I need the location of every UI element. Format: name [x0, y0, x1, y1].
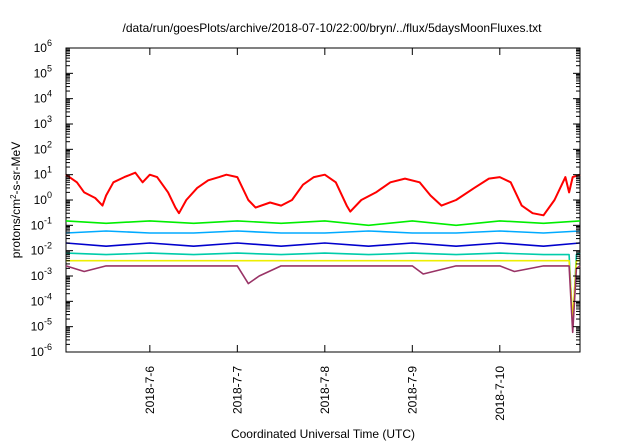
y-tick-label: 102: [34, 139, 52, 156]
y-axis: 10-6 10-5 10-4 10-3 10-2 10-1 100 101 102 103 104 1…: [31, 38, 580, 359]
y-tick-label: 10-4: [31, 291, 52, 308]
y-tick-label: 100: [34, 190, 52, 207]
y-tick-label: 10-6: [31, 342, 52, 359]
series-line-2: [65, 230, 581, 234]
plot-frame: [65, 47, 581, 353]
series-line-0: [65, 171, 581, 217]
series-line-4: [65, 252, 581, 328]
chart-title: /data/run/goesPlots/archive/2018-07-10/2…: [123, 21, 543, 35]
x-tick-label: 2018-7-10: [493, 366, 507, 421]
y-tick-label: 10-1: [31, 215, 52, 232]
series-layer: [65, 171, 581, 334]
x-tick-label: 2018-7-6: [143, 366, 157, 414]
series-line-1: [65, 220, 581, 227]
y-tick-label: 10-3: [31, 266, 52, 283]
x-axis-label: Coordinated Universal Time (UTC): [231, 427, 415, 441]
series-line-5: [66, 259, 580, 320]
y-tick-label: 103: [34, 114, 52, 131]
y-tick-label: 101: [34, 165, 52, 182]
y-tick-label: 10-5: [31, 317, 52, 334]
y-tick-label: 105: [34, 63, 52, 80]
y-tick-label: 106: [34, 38, 52, 55]
x-tick-label: 2018-7-8: [318, 366, 332, 414]
y-tick-label: 104: [34, 89, 52, 106]
y-axis-label: protons/cm2-s-sr-MeV: [9, 142, 24, 258]
x-axis: 2018-7-6 2018-7-7 2018-7-8 2018-7-9 2018-7-1…: [143, 48, 507, 421]
x-tick-label: 2018-7-9: [405, 366, 419, 414]
series-line-6: [65, 265, 581, 334]
series-line-3: [65, 242, 581, 247]
x-tick-label: 2018-7-7: [230, 366, 244, 414]
y-tick-label: 10-2: [31, 241, 52, 258]
